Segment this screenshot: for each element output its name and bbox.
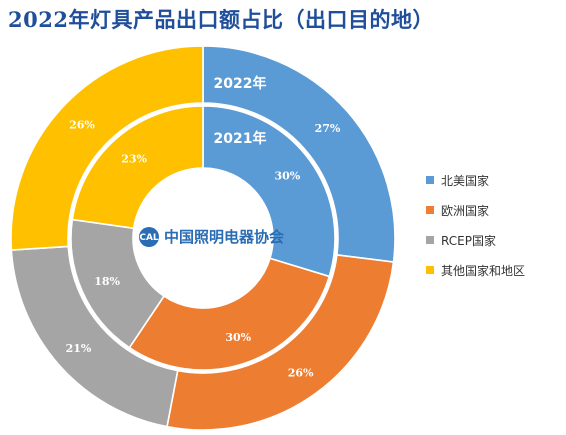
legend-item: 北美国家 <box>426 172 525 188</box>
legend-swatch <box>426 266 434 274</box>
slice-labels: 27% 26% 21% 26% 30% 30% 18% 23% <box>66 118 341 379</box>
legend-item: RCEP国家 <box>426 232 525 248</box>
data-label-outer-2: 21% <box>66 342 92 355</box>
legend-label: 欧洲国家 <box>441 203 490 218</box>
legend: 北美国家欧洲国家 RCEP国家其他国家和地区 <box>426 172 525 292</box>
legend-label: 其他国家和地区 <box>441 263 526 278</box>
legend-swatch <box>426 236 434 244</box>
data-label-outer-3: 26% <box>69 118 95 131</box>
legend-item: 其他国家和地区 <box>426 262 525 278</box>
data-label-inner-3: 23% <box>121 153 147 166</box>
slice-outer-0 <box>202 45 396 263</box>
data-label-inner-0: 30% <box>274 169 300 182</box>
legend-label: 北美国家 <box>441 173 490 188</box>
slice-inner-3 <box>71 105 204 230</box>
logo-text: 中国照明电器协会 <box>164 228 284 246</box>
chart-title: 2022年灯具产品出口额占比（出口目的地） <box>8 7 434 32</box>
slice-outer-3 <box>10 45 204 251</box>
slice-outer-1 <box>166 254 395 431</box>
association-logo: CAL 中国照明电器协会 <box>139 227 284 247</box>
legend-swatch <box>426 206 434 214</box>
ring-label-outer: 2022年 <box>214 75 267 92</box>
data-label-inner-1: 30% <box>225 331 251 344</box>
data-label-outer-0: 27% <box>315 122 341 135</box>
legend-item: 欧洲国家 <box>426 202 525 218</box>
slice-inner-0 <box>202 105 336 278</box>
legend-swatch <box>426 176 434 184</box>
inner-ring <box>70 105 336 371</box>
logo-mark-icon <box>139 227 159 247</box>
ring-label-inner: 2021年 <box>214 130 267 147</box>
data-label-outer-1: 26% <box>288 366 314 379</box>
outer-ring <box>10 45 396 431</box>
logo-mark: CAL <box>139 233 159 243</box>
data-label-inner-2: 18% <box>94 275 120 288</box>
slice-inner-1 <box>128 257 331 371</box>
legend-label: RCEP国家 <box>441 233 496 248</box>
ring-labels: 2022年 2021年 <box>214 75 267 147</box>
